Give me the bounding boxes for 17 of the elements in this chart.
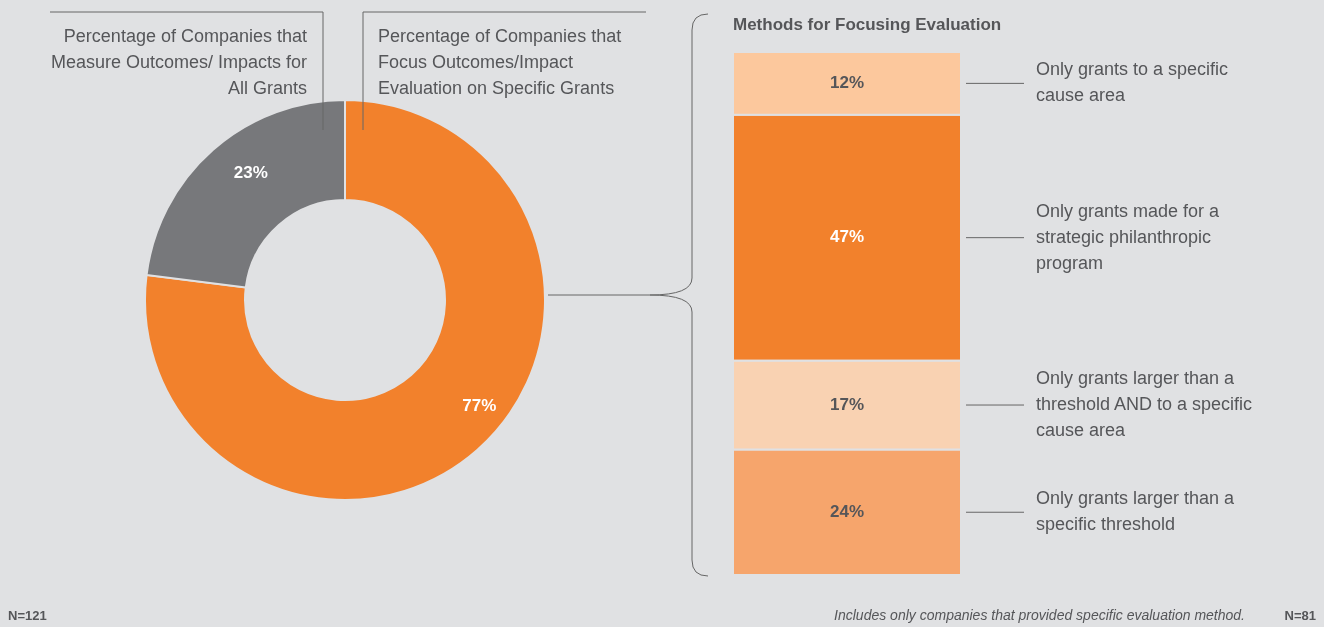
text: Includes only companies that provided specific evaluation method. xyxy=(834,607,1245,623)
data-label: 47% xyxy=(829,227,865,247)
slice-label: Percentage of Companies that Measure Outcomes/ Impacts for All Grants xyxy=(50,26,307,98)
slice-label: Percentage of Companies that Focus Outcomes/Impact Evaluation on Specific Grants xyxy=(378,26,622,98)
text: Only grants to a specific cause area xyxy=(1036,59,1229,106)
text: N=121 xyxy=(8,608,47,623)
data-label: 24% xyxy=(829,501,865,521)
text: Only grants larger than a specific threshold xyxy=(1036,487,1236,534)
data-label: 12% xyxy=(829,72,865,92)
text: Only grants made for a strategic philanthropic program xyxy=(1036,200,1221,273)
chart-title: Methods for Focusing Evaluation xyxy=(733,15,1002,34)
data-label: 17% xyxy=(829,394,865,414)
text: Only grants larger than a threshold AND to a specific cause area xyxy=(1036,367,1253,440)
donut-slice xyxy=(144,99,546,501)
text: N=81 xyxy=(1284,608,1316,623)
data-label: 23% xyxy=(233,162,268,182)
data-label: 77% xyxy=(462,396,497,416)
